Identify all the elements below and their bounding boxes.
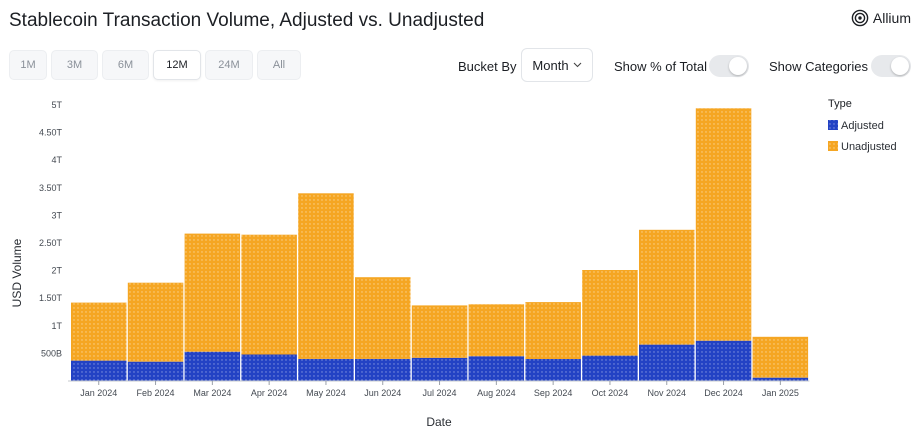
range-button-label: 12M <box>166 59 188 71</box>
bar-unadjusted[interactable] <box>71 302 127 361</box>
x-tick-label: Jan 2025 <box>762 388 799 398</box>
bar-unadjusted[interactable] <box>184 233 241 352</box>
x-tick-label: Nov 2024 <box>647 388 686 398</box>
range-button-label: All <box>272 59 286 71</box>
x-tick-label: Jan 2024 <box>80 388 117 398</box>
bar-adjusted[interactable] <box>298 358 354 381</box>
range-button-1m[interactable]: 1M <box>9 50 47 80</box>
x-tick-label: Dec 2024 <box>704 388 743 398</box>
y-tick-label: 500B <box>41 348 62 358</box>
chevron-down-icon <box>573 62 581 68</box>
y-tick-label: 3.50T <box>39 183 63 193</box>
x-tick-label: Aug 2024 <box>477 388 516 398</box>
bar-adjusted[interactable] <box>468 356 525 381</box>
y-tick-label: 3T <box>51 210 62 220</box>
legend: Type Adjusted Unadjusted <box>828 98 897 153</box>
range-button-24m[interactable]: 24M <box>205 50 253 80</box>
range-button-label: 6M <box>117 59 134 71</box>
x-axis: Jan 2024 Feb 2024 Mar 2024 Apr 2024 May 2024… <box>80 381 799 398</box>
x-tick-label: Jun 2024 <box>364 388 401 398</box>
bar-adjusted[interactable] <box>355 358 411 381</box>
bars-group <box>71 108 809 382</box>
y-tick-label: 4.50T <box>39 128 63 138</box>
show-categories-toggle[interactable] <box>871 55 911 77</box>
y-tick-label: 4T <box>51 155 62 165</box>
bucket-by-value: Month <box>532 57 569 73</box>
x-tick-label: Oct 2024 <box>592 388 629 398</box>
toggle-knob <box>729 57 747 75</box>
bar-adjusted[interactable] <box>241 354 297 382</box>
bar-unadjusted[interactable] <box>468 304 525 357</box>
bar-adjusted[interactable] <box>71 360 127 381</box>
range-button-all[interactable]: All <box>257 50 301 80</box>
bar-adjusted[interactable] <box>184 351 241 381</box>
y-tick-label: 2T <box>51 266 62 276</box>
legend-swatch-adjusted <box>828 120 838 130</box>
bar-unadjusted[interactable] <box>525 302 581 359</box>
brand[interactable]: Allium <box>851 9 911 27</box>
y-axis: 500B 1T 1.50T 2T 2.50T 3T 3.50T 4T 4.50T 5T <box>39 100 810 382</box>
range-button-6m[interactable]: 6M <box>102 50 149 80</box>
bar-unadjusted[interactable] <box>695 108 752 341</box>
legend-label-adjusted: Adjusted <box>841 120 884 132</box>
x-tick-label: May 2024 <box>306 388 346 398</box>
show-categories-label: Show Categories <box>769 59 868 74</box>
brand-name: Allium <box>872 10 911 26</box>
show-percent-label: Show % of Total <box>614 59 707 74</box>
bar-adjusted[interactable] <box>639 344 695 381</box>
toggle-knob <box>891 57 909 75</box>
bar-adjusted[interactable] <box>525 358 581 381</box>
bar-unadjusted[interactable] <box>241 234 297 355</box>
bar-unadjusted[interactable] <box>355 277 411 359</box>
bar-unadjusted[interactable] <box>752 336 809 378</box>
range-button-label: 24M <box>218 59 240 71</box>
y-tick-label: 1.50T <box>39 293 63 303</box>
y-tick-label: 5T <box>51 100 62 110</box>
x-tick-label: Jul 2024 <box>423 388 457 398</box>
legend-title: Type <box>828 98 852 110</box>
bar-adjusted[interactable] <box>411 357 468 381</box>
range-button-label: 3M <box>66 59 83 71</box>
y-tick-label: 2.50T <box>39 238 63 248</box>
bar-unadjusted[interactable] <box>639 229 695 345</box>
y-axis-title: USD Volume <box>10 238 24 307</box>
bar-unadjusted[interactable] <box>411 305 468 358</box>
show-percent-toggle[interactable] <box>709 55 749 77</box>
bar-adjusted[interactable] <box>752 377 809 381</box>
bucket-by-label: Bucket By <box>458 59 517 74</box>
stacked-bar-chart: 500B 1T 1.50T 2T 2.50T 3T 3.50T 4T 4.50T 5T Jan 2… <box>10 98 897 429</box>
chart-title: Stablecoin Transaction Volume, Adjusted … <box>9 10 485 31</box>
bar-adjusted[interactable] <box>695 340 752 381</box>
x-tick-label: Apr 2024 <box>251 388 288 398</box>
bar-unadjusted[interactable] <box>582 270 638 356</box>
legend-swatch-unadjusted <box>828 141 838 151</box>
bucket-by-select[interactable]: Month <box>521 48 593 82</box>
range-button-12m[interactable]: 12M <box>153 50 201 80</box>
range-button-3m[interactable]: 3M <box>51 50 98 80</box>
y-tick-label: 1T <box>51 321 62 331</box>
bar-adjusted[interactable] <box>582 355 638 381</box>
time-range-selector: 1M 3M 6M 12M 24M All <box>9 50 301 80</box>
x-tick-label: Mar 2024 <box>193 388 231 398</box>
x-tick-label: Sep 2024 <box>534 388 573 398</box>
x-tick-label: Feb 2024 <box>137 388 175 398</box>
allium-logo-icon <box>851 9 869 27</box>
range-button-label: 1M <box>20 59 36 71</box>
bar-unadjusted[interactable] <box>298 193 354 359</box>
bar-unadjusted[interactable] <box>127 282 184 362</box>
x-axis-title: Date <box>426 415 452 429</box>
legend-label-unadjusted: Unadjusted <box>841 141 897 153</box>
bar-adjusted[interactable] <box>127 361 184 381</box>
